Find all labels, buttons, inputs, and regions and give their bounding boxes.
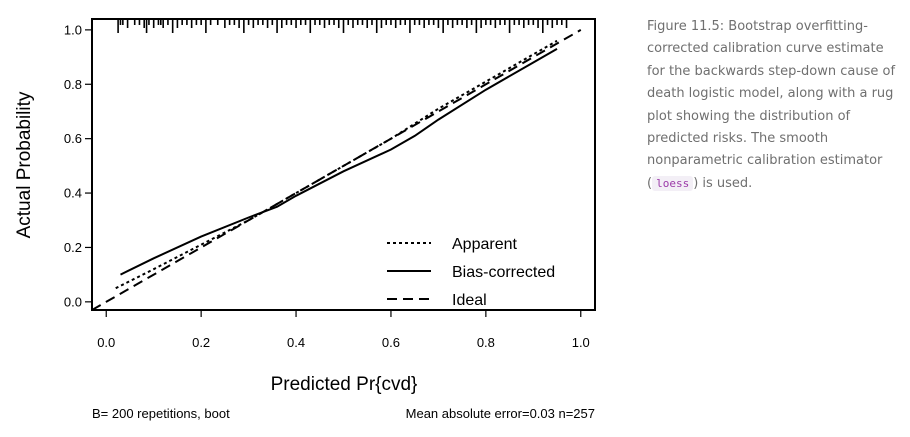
legend: Apparent Bias-corrected Ideal [387, 236, 555, 309]
x-tick-label: 0.6 [382, 335, 400, 350]
caption-text: Figure 11.5: Bootstrap overfitting-corre… [647, 19, 896, 191]
series-line-bias-corrected [120, 48, 558, 276]
footer-left-note: B= 200 repetitions, boot [92, 406, 230, 421]
x-tick-label: 0.2 [192, 335, 210, 350]
calibration-plot: 0.0 0.2 0.4 0.6 0.8 1.0 0.0 0.2 0.4 0.6 0.8 1.0 Pre… [14, 18, 596, 421]
figure-caption: Figure 11.5: Bootstrap overfitting-corre… [647, 16, 905, 195]
y-axis-label: Actual Probability [14, 91, 35, 238]
loess-code: loess [652, 175, 694, 191]
x-tick-label: 0.8 [477, 335, 495, 350]
y-tick-label: 0.2 [64, 240, 82, 255]
legend-label: Ideal [452, 292, 487, 309]
plot-frame [91, 18, 596, 311]
y-tick-label: 0.8 [64, 77, 82, 92]
series-line-ideal [92, 29, 582, 310]
y-tick-label: 0.6 [64, 131, 82, 146]
axes: 0.0 0.2 0.4 0.6 0.8 1.0 0.0 0.2 0.4 0.6 0.8 1.0 [64, 22, 590, 350]
caption-after: ) is used. [693, 175, 753, 191]
calibration-figure: 0.0 0.2 0.4 0.6 0.8 1.0 0.0 0.2 0.4 0.6 0.8 1.0 Pre… [14, 18, 596, 421]
rug-plot [117, 19, 568, 33]
y-tick-label: 0.4 [64, 186, 82, 201]
x-tick-label: 0.4 [287, 335, 305, 350]
x-axis-label: Predicted Pr{cvd} [271, 374, 418, 395]
y-tick-label: 1.0 [64, 22, 82, 37]
y-tick-label: 0.0 [64, 294, 82, 309]
x-tick-label: 1.0 [572, 335, 590, 350]
footer-right-note: Mean absolute error=0.03 n=257 [406, 406, 595, 421]
curves [92, 29, 582, 310]
x-tick-label: 0.0 [97, 335, 115, 350]
legend-label: Apparent [452, 236, 517, 253]
legend-label: Bias-corrected [452, 264, 555, 281]
